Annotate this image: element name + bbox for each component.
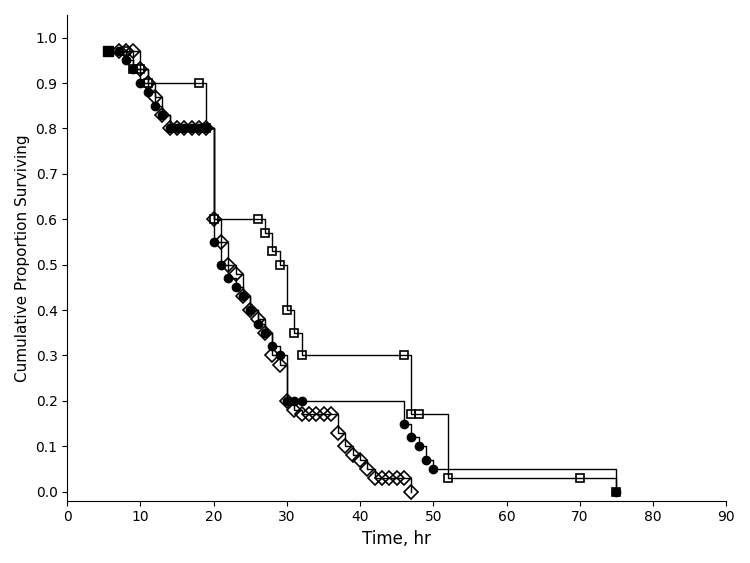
Y-axis label: Cumulative Proportion Surviving: Cumulative Proportion Surviving	[15, 134, 30, 382]
X-axis label: Time, hr: Time, hr	[362, 530, 431, 548]
